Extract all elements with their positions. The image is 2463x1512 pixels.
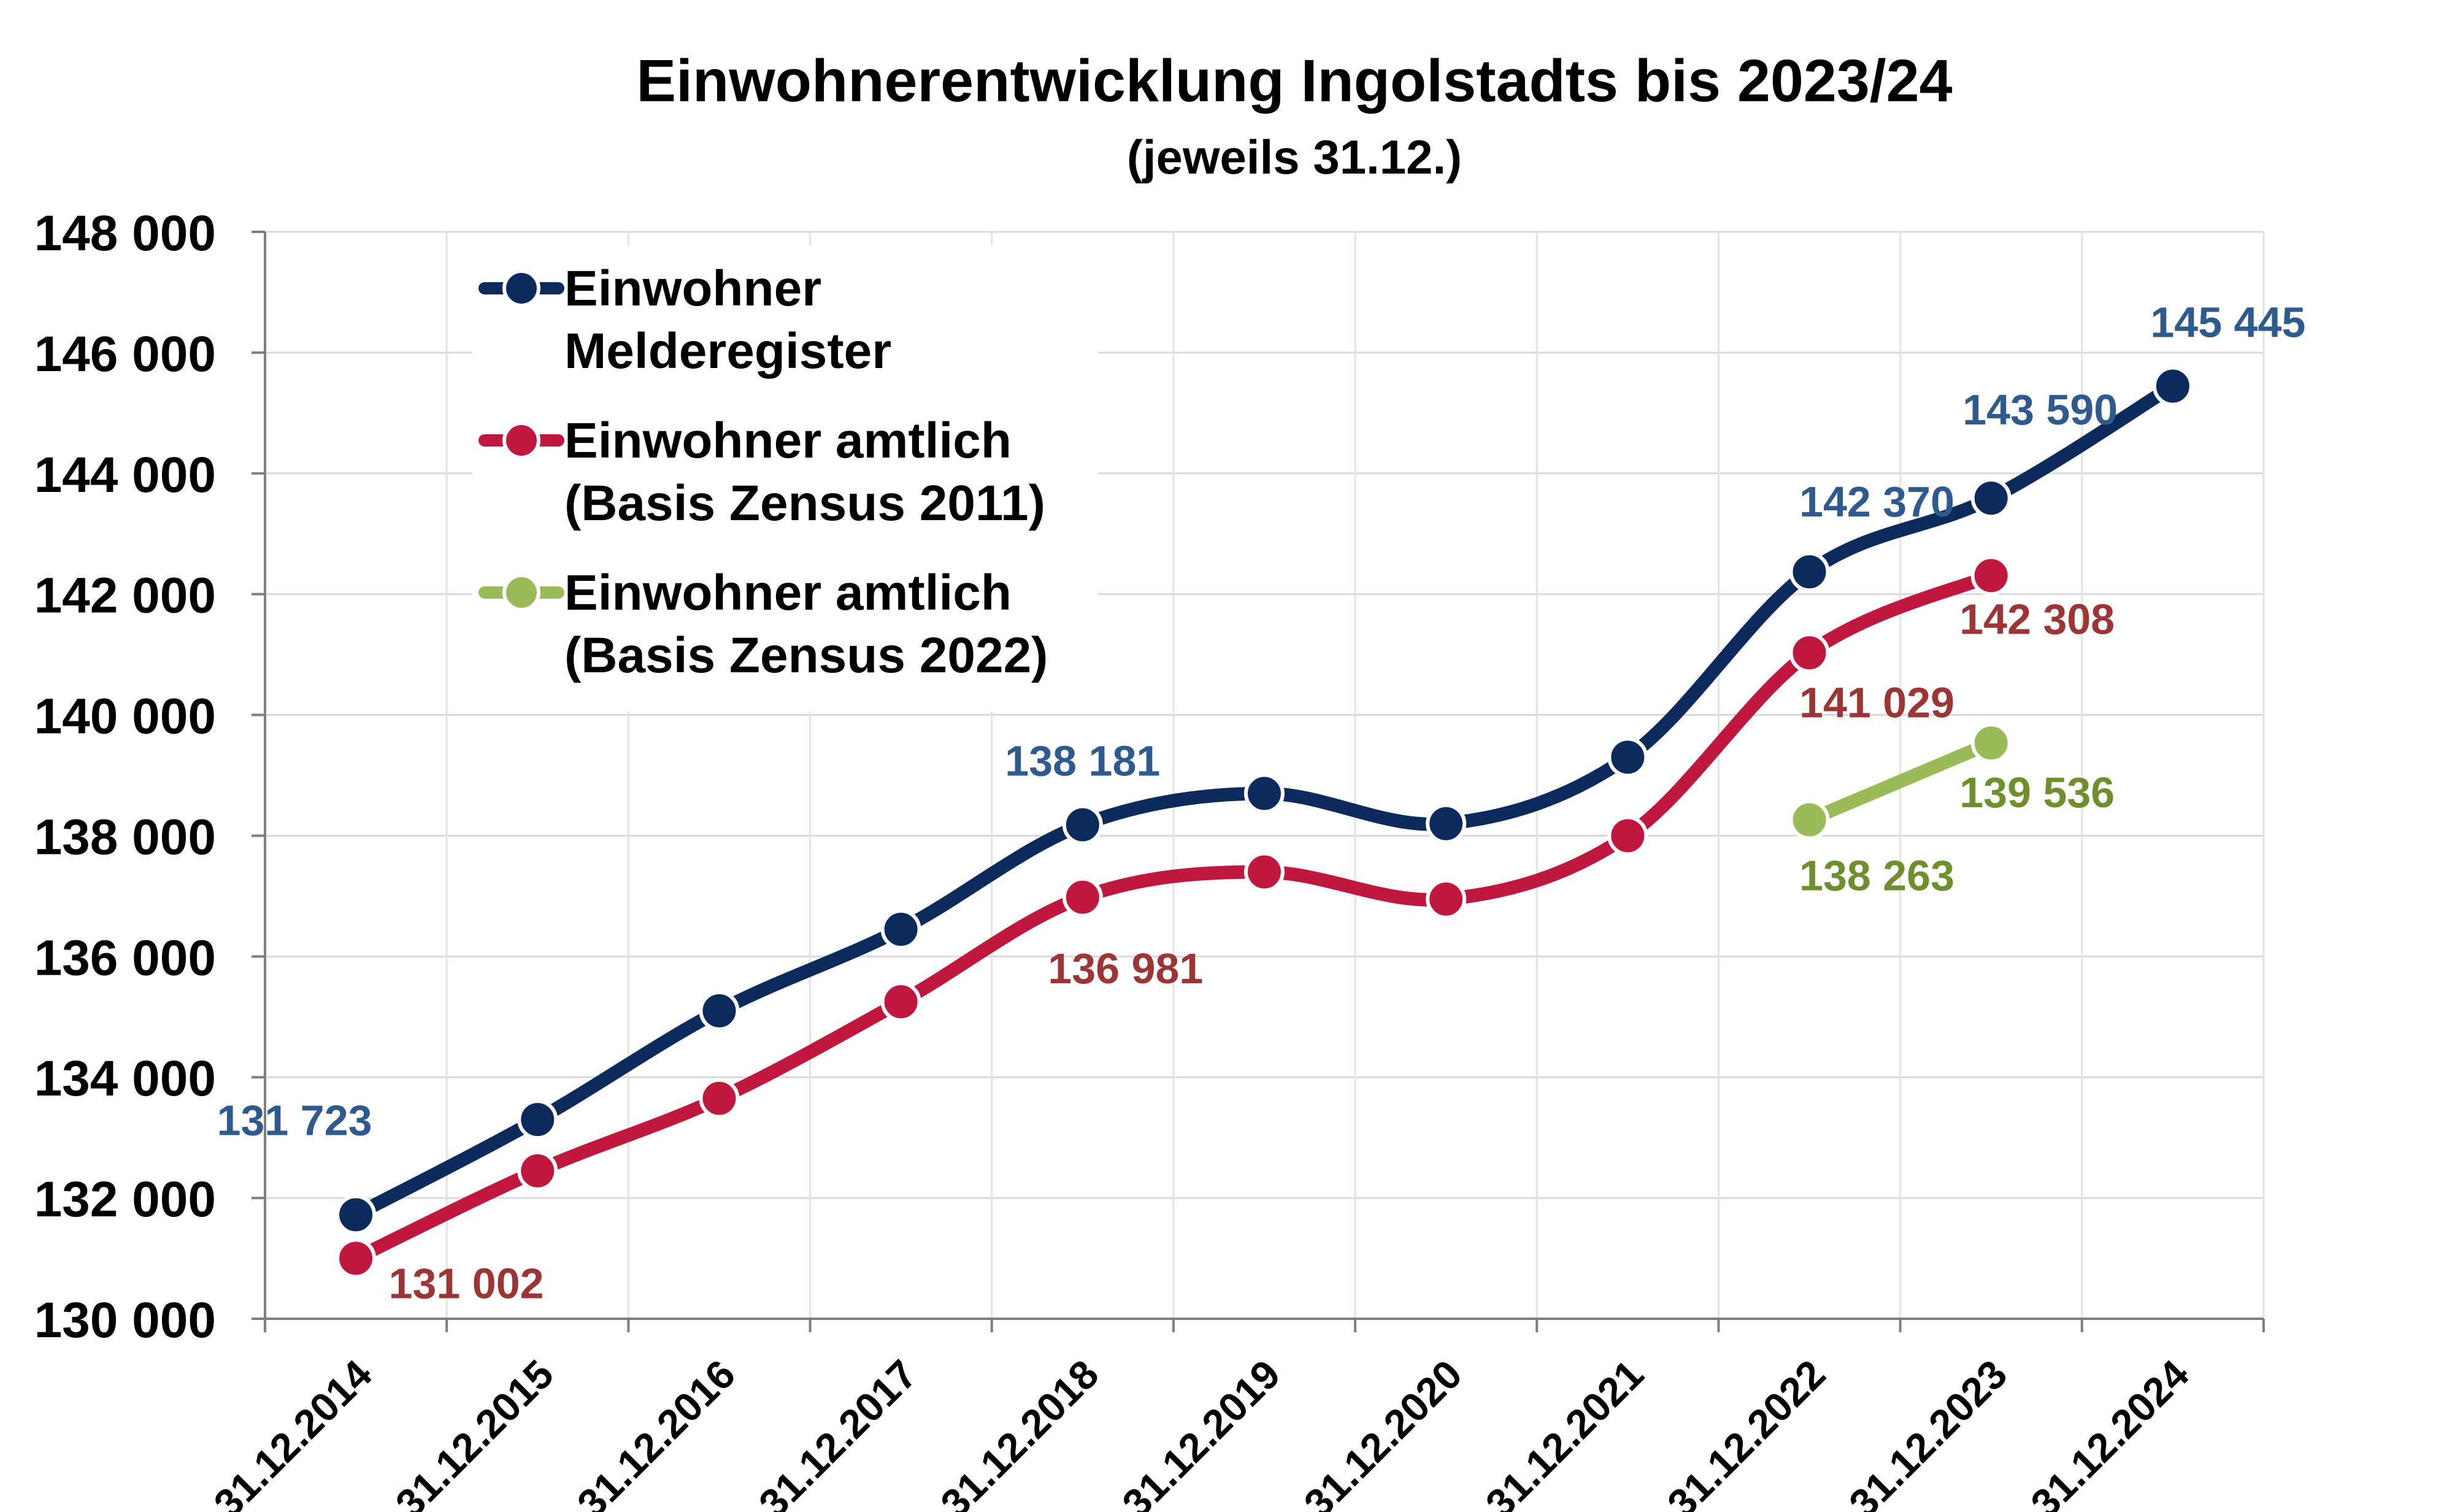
data-point <box>336 1194 377 1235</box>
x-tick-label: 31.12.2017 <box>750 1351 926 1512</box>
data-point <box>1970 555 2012 596</box>
data-point <box>1970 723 2012 764</box>
data-point <box>1607 815 1648 856</box>
data-point <box>1426 803 1467 844</box>
legend-label: (Basis Zensus 2022) <box>564 627 1048 683</box>
axes <box>252 231 2265 1332</box>
data-point <box>517 1150 558 1191</box>
y-axis-ticks: 130 000 132 000 134 000 136 000 138 000 140 0… <box>34 205 216 1348</box>
x-tick-label: 31.12.2022 <box>1659 1351 1834 1512</box>
legend-label: Einwohner <box>564 261 821 317</box>
x-tick-label: 31.12.2020 <box>1295 1351 1470 1512</box>
legend-label: Melderegister <box>564 323 891 379</box>
data-point <box>1607 737 1648 778</box>
legend-label: Einwohner amtlich <box>564 565 1012 621</box>
data-point <box>1970 478 2012 519</box>
data-point <box>1789 632 1830 673</box>
y-tick-label: 130 000 <box>34 1292 216 1348</box>
legend-swatch-marker <box>502 574 540 612</box>
data-point <box>1789 799 1830 840</box>
x-tick-label: 31.12.2016 <box>568 1351 744 1512</box>
data-point <box>1244 773 1285 814</box>
series-line <box>349 569 1998 1265</box>
y-tick-label: 132 000 <box>34 1172 216 1227</box>
x-tick-label: 31.12.2024 <box>2022 1351 2197 1512</box>
data-point <box>336 1238 377 1279</box>
data-label: 138 263 <box>1799 852 1954 900</box>
data-label: 142 308 <box>1959 595 2115 643</box>
x-axis-ticks: 31.12.2014 31.12.2015 31.12.2016 31.12.2017… <box>205 1351 2197 1512</box>
data-point <box>517 1099 558 1140</box>
series-layer <box>336 366 2193 1279</box>
y-tick-label: 146 000 <box>34 326 216 382</box>
x-tick-label: 31.12.2015 <box>386 1351 562 1512</box>
data-label: 136 981 <box>1048 945 1203 992</box>
data-point <box>880 909 921 950</box>
x-tick-label: 31.12.2021 <box>1477 1351 1652 1512</box>
data-point <box>880 981 921 1023</box>
data-label: 145 445 <box>2150 299 2305 347</box>
chart-title: Einwohnerentwicklung Ingolstadts bis 202… <box>636 47 1952 114</box>
y-tick-label: 148 000 <box>34 205 216 261</box>
data-point <box>699 1078 740 1119</box>
data-point <box>1426 878 1467 919</box>
series-line <box>1802 736 1998 827</box>
y-tick-label: 138 000 <box>34 809 216 865</box>
x-tick-label: 31.12.2018 <box>932 1351 1107 1512</box>
x-tick-label: 31.12.2014 <box>205 1351 380 1512</box>
data-point <box>2152 366 2193 407</box>
data-point <box>1244 851 1285 892</box>
y-tick-label: 144 000 <box>34 447 216 503</box>
chart-subtitle: (jeweils 31.12.) <box>1127 130 1462 184</box>
y-tick-label: 136 000 <box>34 930 216 986</box>
legend-label: (Basis Zensus 2011) <box>564 475 1045 531</box>
y-tick-label: 142 000 <box>34 568 216 624</box>
data-point <box>1789 551 1830 593</box>
y-tick-label: 140 000 <box>34 689 216 745</box>
data-point <box>699 990 740 1031</box>
data-point <box>1062 877 1103 918</box>
y-tick-label: 134 000 <box>34 1051 216 1107</box>
data-label: 131 002 <box>389 1259 544 1307</box>
data-point <box>1062 804 1103 845</box>
data-label: 139 536 <box>1959 769 2115 816</box>
legend-label: Einwohner amtlich <box>564 413 1012 469</box>
data-label: 142 370 <box>1799 478 1954 526</box>
data-label: 143 590 <box>1962 386 2118 434</box>
legend-box <box>472 245 1098 712</box>
x-tick-label: 31.12.2023 <box>1840 1351 2016 1512</box>
data-label: 141 029 <box>1799 678 1954 726</box>
x-tick-label: 31.12.2019 <box>1113 1351 1289 1512</box>
legend-swatch-marker <box>502 269 540 307</box>
data-label: 131 723 <box>217 1096 372 1144</box>
legend: Einwohner Melderegister Einwohner amtlich (… <box>472 245 1098 712</box>
legend-swatch-marker <box>502 421 540 459</box>
data-label: 138 181 <box>1005 737 1160 785</box>
